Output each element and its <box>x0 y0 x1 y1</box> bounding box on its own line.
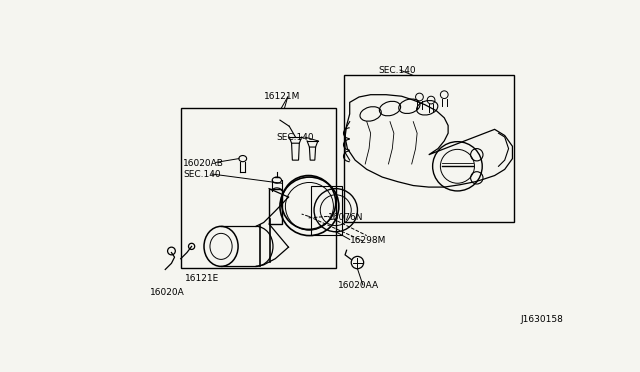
Text: 16121M: 16121M <box>264 92 301 102</box>
Bar <box>311 186 342 235</box>
Text: 16298M: 16298M <box>349 235 386 245</box>
Text: 16020AA: 16020AA <box>338 281 379 290</box>
Text: SEC.140: SEC.140 <box>183 170 221 179</box>
Text: 16076N: 16076N <box>328 212 364 221</box>
Text: SEC.140: SEC.140 <box>378 66 416 75</box>
Text: 16020AB: 16020AB <box>183 158 224 168</box>
Text: SEC.140: SEC.140 <box>276 133 314 142</box>
Text: 16020A: 16020A <box>150 288 184 297</box>
Text: 16121E: 16121E <box>186 274 220 283</box>
Bar <box>180 108 336 268</box>
Bar <box>344 76 514 222</box>
Text: J1630158: J1630158 <box>520 315 563 324</box>
